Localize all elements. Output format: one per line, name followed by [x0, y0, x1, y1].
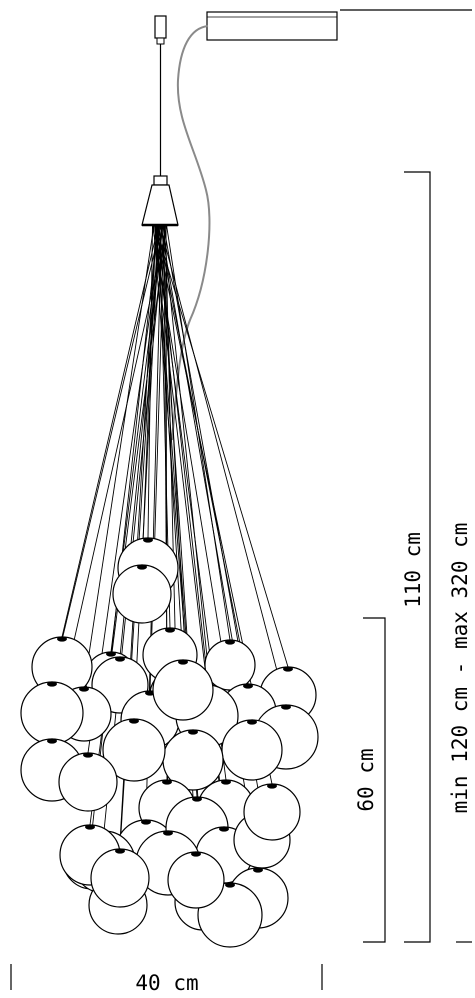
glass-globe — [58, 752, 118, 812]
globe-wire — [51, 224, 162, 683]
lamp-hub — [141, 175, 179, 227]
ceiling-canopy — [206, 11, 338, 41]
cluster-height-label: 60 cm — [354, 748, 378, 811]
globe-wire — [147, 224, 153, 539]
globe-wire — [154, 224, 289, 668]
width-dimension: 40 cm — [10, 964, 323, 995]
globe-wire — [163, 224, 253, 721]
ceiling-anchor — [154, 15, 167, 45]
glass-globe — [204, 639, 256, 691]
globe-wire — [152, 224, 208, 686]
body-height-dimension: 110 cm — [401, 171, 431, 943]
glass-globe — [112, 564, 172, 624]
glass-globes — [20, 537, 319, 948]
power-cord — [171, 25, 211, 441]
body-height-label: 110 cm — [401, 532, 425, 608]
glass-globe — [167, 851, 225, 909]
glass-globe — [90, 848, 150, 908]
globe-wire — [61, 224, 159, 638]
glass-globe — [102, 718, 166, 782]
glass-globe — [221, 719, 283, 781]
glass-globe — [152, 659, 214, 721]
cluster-height-dimension: 60 cm — [354, 617, 386, 943]
width-label: 40 cm — [135, 971, 198, 995]
globe-wire — [159, 224, 287, 706]
total-height-label: min 120 cm - max 320 cm — [448, 523, 472, 814]
glass-globe — [243, 783, 301, 841]
glass-globe — [20, 681, 84, 745]
total-height-dimension: min 120 cm - max 320 cm — [340, 9, 472, 943]
globe-wire — [133, 224, 160, 720]
